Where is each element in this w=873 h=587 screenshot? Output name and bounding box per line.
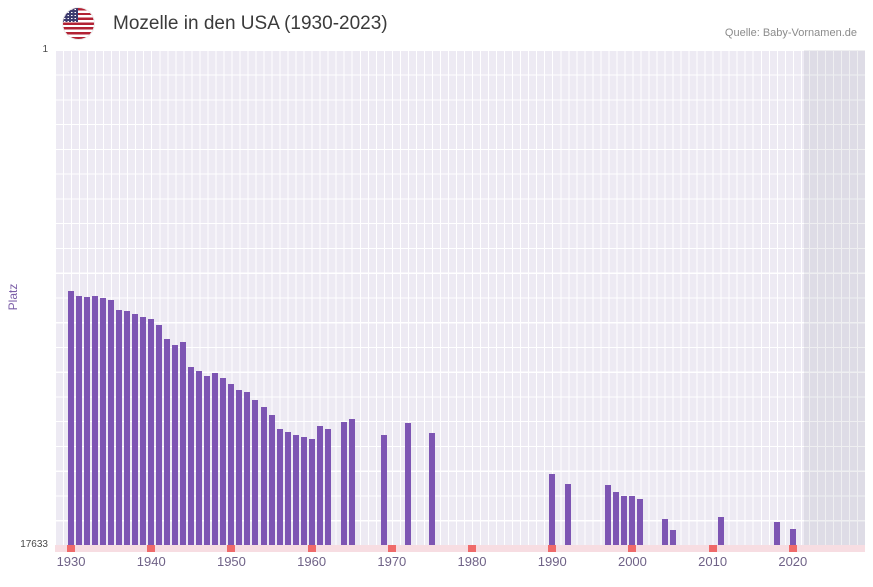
bar-year-1957[interactable] bbox=[284, 431, 291, 545]
bar-year-1959[interactable] bbox=[300, 437, 307, 545]
plot-area bbox=[55, 50, 865, 545]
x-tick-1990: 1990 bbox=[537, 554, 567, 569]
bar-year-1961[interactable] bbox=[316, 426, 323, 545]
decade-marker-1950 bbox=[227, 545, 236, 552]
bars-layer bbox=[55, 50, 865, 545]
bar-year-1939[interactable] bbox=[140, 316, 147, 545]
bar-year-1936[interactable] bbox=[116, 309, 123, 545]
bar-year-1949[interactable] bbox=[220, 378, 227, 545]
bar-year-1940[interactable] bbox=[148, 319, 155, 545]
bar-year-1998[interactable] bbox=[613, 492, 620, 545]
bar-year-1992[interactable] bbox=[565, 483, 572, 545]
bar-year-1972[interactable] bbox=[404, 423, 411, 545]
y-axis-tick-bottom: 17633 bbox=[20, 539, 48, 550]
page-title: Mozelle in den USA (1930-2023) bbox=[113, 13, 388, 34]
decade-marker-2020 bbox=[788, 545, 797, 552]
bar-year-1956[interactable] bbox=[276, 428, 283, 545]
us-flag-icon bbox=[63, 8, 94, 39]
bar-year-1950[interactable] bbox=[228, 384, 235, 545]
decade-marker-1930 bbox=[67, 545, 76, 552]
bar-year-1955[interactable] bbox=[268, 414, 275, 545]
bar-year-1999[interactable] bbox=[621, 496, 628, 545]
bar-year-1965[interactable] bbox=[348, 419, 355, 545]
bar-year-1952[interactable] bbox=[244, 392, 251, 545]
decade-marker-1940 bbox=[147, 545, 156, 552]
decade-marker-1990 bbox=[548, 545, 557, 552]
bar-year-1975[interactable] bbox=[428, 433, 435, 545]
bar-year-1958[interactable] bbox=[292, 434, 299, 545]
x-tick-2010: 2010 bbox=[698, 554, 728, 569]
x-tick-1960: 1960 bbox=[297, 554, 327, 569]
bar-year-1953[interactable] bbox=[252, 399, 259, 545]
bar-year-1954[interactable] bbox=[260, 406, 267, 545]
x-tick-1940: 1940 bbox=[136, 554, 166, 569]
bar-year-1942[interactable] bbox=[164, 339, 171, 545]
bar-year-1943[interactable] bbox=[172, 344, 179, 545]
bar-year-2020[interactable] bbox=[789, 528, 796, 545]
bar-year-2005[interactable] bbox=[669, 530, 676, 545]
decade-marker-2000 bbox=[628, 545, 637, 552]
bar-year-1933[interactable] bbox=[92, 296, 99, 545]
x-tick-2000: 2000 bbox=[617, 554, 647, 569]
bar-year-1997[interactable] bbox=[605, 485, 612, 545]
bar-year-1969[interactable] bbox=[380, 434, 387, 545]
bar-year-1937[interactable] bbox=[124, 311, 131, 545]
decade-marker-1970 bbox=[387, 545, 396, 552]
bar-year-2011[interactable] bbox=[717, 517, 724, 545]
bar-year-2018[interactable] bbox=[773, 521, 780, 545]
x-tick-1950: 1950 bbox=[216, 554, 246, 569]
bar-year-1990[interactable] bbox=[549, 473, 556, 545]
bar-year-1932[interactable] bbox=[84, 297, 91, 545]
bar-year-1951[interactable] bbox=[236, 389, 243, 545]
y-axis-title: Platz bbox=[6, 283, 20, 311]
bar-year-1962[interactable] bbox=[324, 428, 331, 545]
bar-year-1935[interactable] bbox=[108, 299, 115, 545]
bar-year-1934[interactable] bbox=[100, 298, 107, 545]
x-tick-1970: 1970 bbox=[377, 554, 407, 569]
bar-year-1938[interactable] bbox=[132, 313, 139, 545]
x-axis-tick-labels: 1930 1940 1950 1960 1970 1980 1990 2000 2010 2020 bbox=[55, 554, 865, 574]
x-tick-1930: 1930 bbox=[56, 554, 86, 569]
bar-year-1931[interactable] bbox=[76, 295, 83, 545]
bar-year-1948[interactable] bbox=[212, 372, 219, 545]
bar-year-1964[interactable] bbox=[340, 421, 347, 545]
x-axis-baseline-band bbox=[55, 545, 865, 552]
bar-year-1960[interactable] bbox=[308, 438, 315, 545]
x-tick-2020: 2020 bbox=[778, 554, 808, 569]
bar-year-1947[interactable] bbox=[204, 375, 211, 545]
decade-marker-1980 bbox=[468, 545, 477, 552]
bar-year-2001[interactable] bbox=[637, 499, 644, 545]
bar-year-1946[interactable] bbox=[196, 371, 203, 545]
y-axis-tick-top: 1 bbox=[42, 44, 48, 55]
bar-year-1945[interactable] bbox=[188, 367, 195, 545]
flag-canton bbox=[63, 8, 78, 22]
decade-marker-1960 bbox=[307, 545, 316, 552]
x-tick-1980: 1980 bbox=[457, 554, 487, 569]
bar-year-2004[interactable] bbox=[661, 518, 668, 545]
bar-year-2000[interactable] bbox=[629, 496, 636, 545]
decade-marker-2010 bbox=[708, 545, 717, 552]
no-data-shaded-band bbox=[804, 50, 865, 545]
bar-year-1930[interactable] bbox=[68, 291, 75, 545]
source-attribution[interactable]: Quelle: Baby-Vornamen.de bbox=[724, 27, 857, 39]
bar-year-1941[interactable] bbox=[156, 325, 163, 545]
bar-year-1944[interactable] bbox=[180, 341, 187, 545]
